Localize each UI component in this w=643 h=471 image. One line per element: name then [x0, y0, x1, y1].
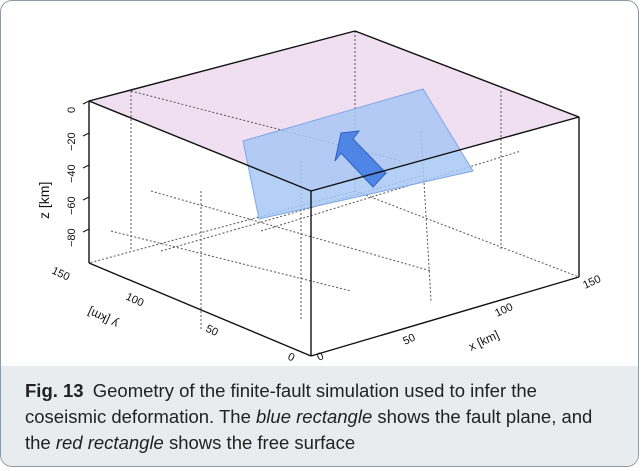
caption-blue-rect: blue rectangle: [256, 406, 373, 427]
x-tick-150: 150: [581, 273, 603, 292]
y-tick-0: 0: [286, 351, 297, 364]
caption-red-rect: red rectangle: [55, 432, 164, 453]
z-tick-0: 0: [66, 107, 78, 113]
z-tick-20: −20: [66, 132, 78, 151]
box-outline: [88, 30, 580, 357]
caption-label: Fig. 13: [25, 380, 84, 401]
caption-text-part-3: shows the free surface: [163, 432, 356, 453]
x-axis-tick-labels: 0 50 100 150: [315, 273, 603, 364]
z-axis-tick-labels: 0 −20 −40 −60 −80: [66, 107, 78, 247]
x-tick-0: 0: [315, 350, 326, 363]
figure-caption: Fig. 13 Geometry of the finite-fault sim…: [1, 366, 638, 466]
y-tick-150: 150: [50, 265, 72, 284]
y-tick-50: 50: [204, 323, 220, 339]
x-tick-100: 100: [493, 301, 515, 320]
caption-text-part-1: Geometry of the finite-fault simulation …: [25, 380, 537, 427]
z-tick-80: −80: [66, 228, 78, 247]
y-axis-label: y [km]: [85, 305, 120, 331]
fault-geometry-3d-plot: 0 −20 −40 −60 −80 z [km] 150 100 50 0 y …: [36, 30, 603, 364]
slip-direction-arrow: [334, 130, 387, 188]
caption-text-part-2: shows the fault plane, and the: [25, 406, 593, 453]
z-axis-label: z [km]: [36, 182, 52, 219]
z-tick-60: −60: [66, 196, 78, 215]
x-axis-label: x [km]: [466, 328, 501, 354]
x-tick-50: 50: [401, 332, 417, 348]
z-axis-ticks: [82, 100, 90, 233]
y-tick-100: 100: [124, 291, 146, 310]
z-tick-40: −40: [66, 164, 78, 183]
